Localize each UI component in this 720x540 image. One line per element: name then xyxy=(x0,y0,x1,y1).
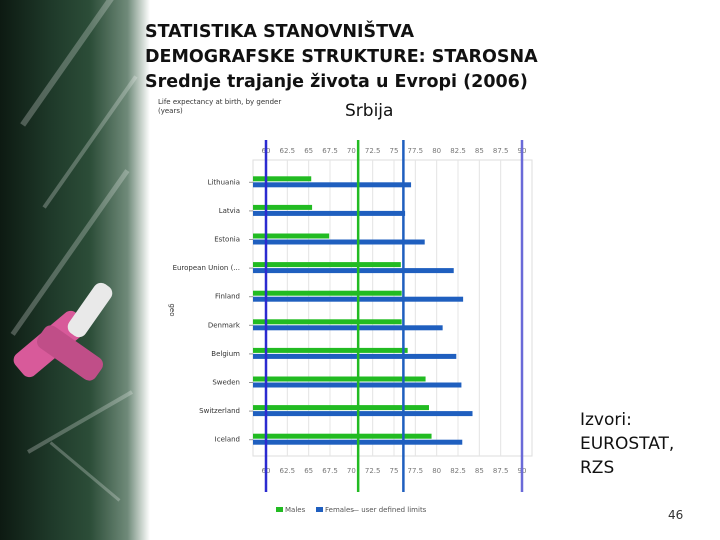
x-tick-label-top: 70 xyxy=(347,147,356,155)
x-tick-label-top: 87.5 xyxy=(493,147,509,155)
x-tick-label-top: 77.5 xyxy=(408,147,424,155)
x-tick-label-top: 62.5 xyxy=(280,147,296,155)
x-tick-label-top: 82.5 xyxy=(450,147,466,155)
category-label: European Union (... xyxy=(173,264,240,272)
sources-note: Izvori: EUROSTAT, RZS xyxy=(580,408,674,480)
sources-line-3: RZS xyxy=(580,458,615,478)
x-tick-label-top: 75 xyxy=(390,147,399,155)
legend-label: Males xyxy=(285,506,306,514)
x-tick-label-top: 85 xyxy=(475,147,484,155)
sources-line-1: Izvori: xyxy=(580,410,632,430)
category-label: Denmark xyxy=(208,321,241,329)
category-label: Lithuania xyxy=(208,178,240,186)
title-line-1: STATISTIKA STANOVNIŠTVA xyxy=(145,22,414,42)
x-tick-label-bottom: 67.5 xyxy=(322,467,338,475)
chart-title: Life expectancy at birth, by gender (yea… xyxy=(158,98,282,115)
females-bar xyxy=(253,239,425,245)
males-bar xyxy=(253,262,401,268)
category-label: Estonia xyxy=(214,236,240,244)
females-bar xyxy=(253,325,443,331)
legend-swatch xyxy=(316,507,323,512)
x-tick-label-top: 72.5 xyxy=(365,147,381,155)
serbia-label: Srbija xyxy=(345,101,394,121)
x-tick-label-bottom: 70 xyxy=(347,467,356,475)
sources-line-2: EUROSTAT, xyxy=(580,434,675,454)
males-bar xyxy=(253,376,426,382)
category-label: Finland xyxy=(215,293,240,301)
category-label: Iceland xyxy=(215,436,240,444)
x-tick-label-bottom: 80 xyxy=(432,467,441,475)
females-bar xyxy=(253,182,412,188)
x-tick-label-top: 80 xyxy=(432,147,441,155)
males-bar xyxy=(253,233,330,239)
females-bar xyxy=(253,268,454,274)
category-label: Switzerland xyxy=(199,407,240,415)
y-axis-label: geo xyxy=(168,303,176,316)
legend-extra: — user defined limits xyxy=(352,506,427,514)
page-number: 46 xyxy=(668,508,684,522)
category-label: Belgium xyxy=(211,350,240,358)
females-bar xyxy=(253,411,473,417)
legend-swatch xyxy=(276,507,283,512)
males-bar xyxy=(253,347,408,353)
x-tick-label-bottom: 77.5 xyxy=(408,467,424,475)
x-tick-label-bottom: 72.5 xyxy=(365,467,381,475)
females-bar xyxy=(253,210,406,216)
males-bar xyxy=(253,204,313,210)
x-tick-label-bottom: 75 xyxy=(390,467,399,475)
x-tick-label-bottom: 82.5 xyxy=(450,467,466,475)
males-bar xyxy=(253,319,402,325)
chalkboard-background xyxy=(0,0,150,540)
x-tick-label-top: 65 xyxy=(304,147,313,155)
x-tick-label-bottom: 65 xyxy=(304,467,313,475)
legend-label: Females xyxy=(325,506,354,514)
males-bar xyxy=(253,176,312,182)
title-line-3: Srednje trajanje života u Evropi (2006) xyxy=(145,72,528,92)
males-bar xyxy=(253,290,402,296)
males-bar xyxy=(253,405,429,411)
x-tick-label-top: 67.5 xyxy=(322,147,338,155)
males-bar xyxy=(253,433,432,439)
title-line-2: DEMOGRAFSKE STRUKTURE: STAROSNA xyxy=(145,47,538,67)
x-tick-label-bottom: 62.5 xyxy=(280,467,296,475)
x-tick-label-bottom: 85 xyxy=(475,467,484,475)
x-tick-label-bottom: 87.5 xyxy=(493,467,509,475)
category-label: Latvia xyxy=(219,207,240,215)
slide-title: STATISTIKA STANOVNIŠTVA DEMOGRAFSKE STRU… xyxy=(145,20,615,95)
females-bar xyxy=(253,353,457,359)
category-label: Sweden xyxy=(212,379,240,387)
